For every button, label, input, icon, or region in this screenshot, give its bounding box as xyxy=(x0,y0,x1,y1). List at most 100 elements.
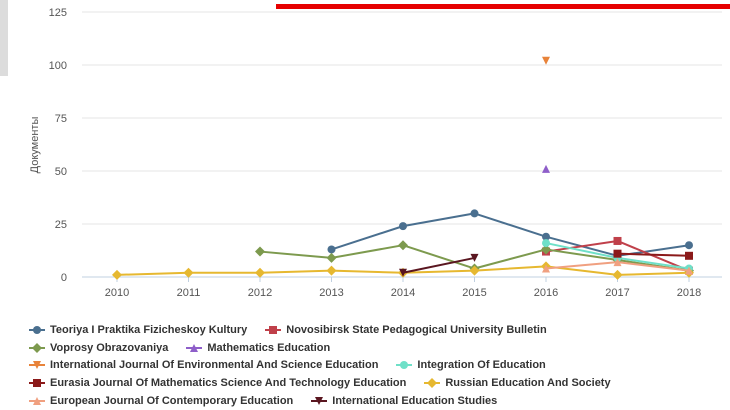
legend-symbol xyxy=(29,325,45,334)
data-point xyxy=(685,266,693,275)
data-point xyxy=(685,241,693,250)
legend-item[interactable]: Russian Education And Society xyxy=(424,377,611,390)
legend-item[interactable]: European Journal Of Contemporary Educati… xyxy=(29,395,293,407)
legend-symbol xyxy=(396,361,413,370)
series-layer xyxy=(112,56,694,280)
series-5 xyxy=(542,56,550,65)
data-point xyxy=(326,252,337,263)
y-tick-label: 0 xyxy=(61,272,67,284)
chart-legend: Teoriya I Praktika Fizicheskoy Kultury No… xyxy=(29,321,729,410)
x-tick-label: 2011 xyxy=(177,287,201,299)
data-point xyxy=(470,253,479,262)
data-point xyxy=(469,265,480,276)
data-point xyxy=(542,264,550,273)
legend-label: Russian Education And Society xyxy=(445,377,611,390)
legend-marker xyxy=(269,325,278,334)
x-tick-label: 2018 xyxy=(677,287,701,299)
data-point xyxy=(470,209,479,218)
axis-layer: 0 25 50 75 100 125 2010 2011 2012 2013 2014 2015 201… xyxy=(49,7,722,299)
legend-item[interactable]: International Education Studies xyxy=(311,395,497,407)
series-9 xyxy=(542,258,693,275)
legend-label: Voprosy Obrazovaniya xyxy=(50,341,169,354)
line-chart: 0 25 50 75 100 125 2010 2011 2012 2013 2014 2015 201… xyxy=(29,7,722,299)
legend-symbol xyxy=(186,343,203,352)
legend-row: Teoriya I Praktika Fizicheskoy Kultury No… xyxy=(29,321,729,339)
data-point xyxy=(326,265,337,276)
legend-row: Eurasia Journal Of Mathematics Science A… xyxy=(29,374,729,392)
legend-symbol xyxy=(311,397,328,406)
series-1 xyxy=(327,209,693,260)
legend-row: International Journal Of Environmental A… xyxy=(29,357,729,375)
data-point xyxy=(255,267,265,278)
grid-layer xyxy=(82,11,722,278)
legend-marker xyxy=(427,378,438,389)
data-point xyxy=(542,56,550,65)
legend-symbol xyxy=(424,378,441,389)
legend-label: European Journal Of Contemporary Educati… xyxy=(50,395,294,408)
x-tick-label: 2017 xyxy=(605,287,629,299)
data-point xyxy=(183,267,194,278)
x-tick-label: 2012 xyxy=(248,287,272,299)
legend-marker xyxy=(33,379,41,388)
data-point xyxy=(613,236,622,245)
legend-row: European Journal Of Contemporary Educati… xyxy=(29,392,729,410)
legend-marker xyxy=(400,361,409,370)
legend-item[interactable]: Eurasia Journal Of Mathematics Science A… xyxy=(29,377,406,389)
legend-symbol xyxy=(29,361,45,370)
series-10 xyxy=(399,253,479,277)
data-point xyxy=(542,232,550,241)
left-edge-strip xyxy=(0,0,8,76)
y-tick-label: 100 xyxy=(49,60,67,72)
legend-item[interactable]: International Journal Of Environmental A… xyxy=(29,359,378,371)
legend-item[interactable]: Mathematics Education xyxy=(186,342,330,354)
legend-marker xyxy=(33,361,41,370)
data-point xyxy=(255,246,265,257)
legend-symbol xyxy=(29,379,45,388)
data-point xyxy=(612,269,623,280)
legend-label: Integration Of Education xyxy=(417,359,546,372)
legend-marker xyxy=(190,343,199,352)
legend-label: International Journal Of Environmental A… xyxy=(50,359,379,372)
y-axis-title: Документы xyxy=(29,117,41,174)
legend-label: Novosibirsk State Pedagogical University… xyxy=(286,323,547,336)
legend-label: Teoriya I Praktika Fizicheskoy Kultury xyxy=(50,323,248,336)
data-point xyxy=(398,240,408,251)
data-point xyxy=(399,268,407,277)
legend-item[interactable]: Voprosy Obrazovaniya xyxy=(29,342,168,354)
legend-symbol xyxy=(29,342,45,353)
legend-marker xyxy=(32,342,42,353)
legend-marker xyxy=(33,325,41,334)
data-point xyxy=(112,269,122,280)
x-tick-label: 2014 xyxy=(391,287,415,299)
legend-marker xyxy=(33,397,41,406)
legend-symbol xyxy=(29,397,45,406)
y-tick-label: 125 xyxy=(49,7,67,19)
legend-item[interactable]: Integration Of Education xyxy=(396,359,546,372)
data-point xyxy=(399,222,407,231)
legend-item[interactable]: Novosibirsk State Pedagogical University… xyxy=(265,323,547,336)
data-point xyxy=(541,244,551,255)
legend-symbol xyxy=(265,325,282,334)
legend-marker xyxy=(315,397,324,406)
legend-label: Mathematics Education xyxy=(207,341,331,354)
y-tick-label: 25 xyxy=(55,219,67,231)
x-tick-label: 2016 xyxy=(534,287,558,299)
data-point xyxy=(542,239,550,248)
data-point xyxy=(542,164,550,173)
x-tick-label: 2010 xyxy=(105,287,129,299)
series-7 xyxy=(613,249,693,260)
series-4 xyxy=(542,164,550,173)
y-tick-label: 75 xyxy=(55,113,67,125)
legend-item[interactable]: Teoriya I Praktika Fizicheskoy Kultury xyxy=(29,324,247,336)
x-tick-label: 2013 xyxy=(319,287,343,299)
x-tick-label: 2015 xyxy=(462,287,486,299)
top-highlight-bar xyxy=(276,4,730,9)
legend-label: International Education Studies xyxy=(332,395,498,408)
legend-label: Eurasia Journal Of Mathematics Science A… xyxy=(50,377,407,390)
data-point xyxy=(327,245,336,254)
data-point xyxy=(613,258,622,267)
data-point xyxy=(685,251,693,260)
legend-row: Voprosy Obrazovaniya Mathematics Educatio… xyxy=(29,339,729,357)
y-tick-label: 50 xyxy=(55,166,67,178)
series-line xyxy=(617,252,690,257)
